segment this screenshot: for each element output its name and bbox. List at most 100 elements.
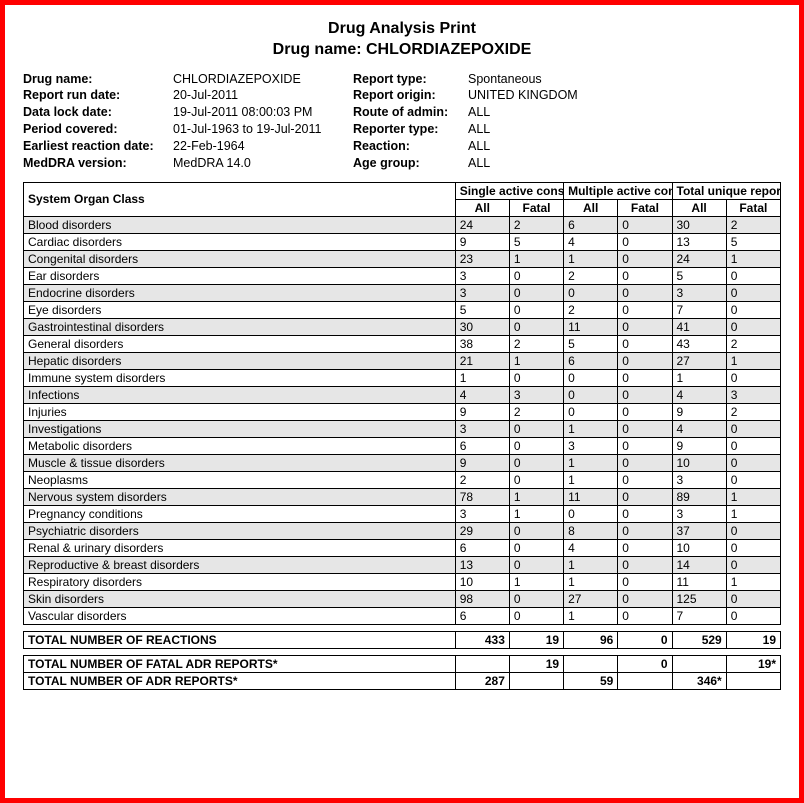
soc-name: Eye disorders <box>24 301 456 318</box>
soc-value-4: 7 <box>672 607 726 624</box>
soc-value-0: 98 <box>455 590 509 607</box>
soc-value-1: 0 <box>509 471 563 488</box>
table-row: Respiratory disorders10110111 <box>24 573 781 590</box>
soc-value-5: 5 <box>726 233 780 250</box>
meta-left-label-3: Period covered: <box>23 121 173 138</box>
soc-value-5: 0 <box>726 437 780 454</box>
soc-value-0: 1 <box>455 369 509 386</box>
soc-name: Vascular disorders <box>24 607 456 624</box>
soc-value-0: 9 <box>455 454 509 471</box>
meta-right-label-4: Reaction: <box>353 138 468 155</box>
soc-value-2: 11 <box>564 488 618 505</box>
soc-value-4: 9 <box>672 403 726 420</box>
soc-value-3: 0 <box>618 437 672 454</box>
soc-name: Injuries <box>24 403 456 420</box>
soc-value-5: 0 <box>726 267 780 284</box>
soc-value-3: 0 <box>618 369 672 386</box>
meta-left-label-1: Report run date: <box>23 87 173 104</box>
totals-reactions-v3: 0 <box>618 631 672 648</box>
meta-left-value-5: MedDRA 14.0 <box>173 155 343 172</box>
totals-reactions-v1: 19 <box>509 631 563 648</box>
soc-value-2: 0 <box>564 386 618 403</box>
table-row: Investigations301040 <box>24 420 781 437</box>
soc-value-5: 0 <box>726 301 780 318</box>
soc-value-2: 8 <box>564 522 618 539</box>
soc-value-2: 2 <box>564 267 618 284</box>
table-row: Vascular disorders601070 <box>24 607 781 624</box>
soc-value-0: 2 <box>455 471 509 488</box>
totals-adr-label: TOTAL NUMBER OF ADR REPORTS* <box>24 672 456 689</box>
table-row: Nervous system disorders781110891 <box>24 488 781 505</box>
meta-left-value-4: 22-Feb-1964 <box>173 138 343 155</box>
soc-value-3: 0 <box>618 522 672 539</box>
soc-value-4: 89 <box>672 488 726 505</box>
soc-value-2: 1 <box>564 471 618 488</box>
soc-value-3: 0 <box>618 573 672 590</box>
soc-value-4: 9 <box>672 437 726 454</box>
soc-value-1: 1 <box>509 505 563 522</box>
soc-value-0: 29 <box>455 522 509 539</box>
soc-value-4: 43 <box>672 335 726 352</box>
soc-value-2: 1 <box>564 556 618 573</box>
soc-value-2: 1 <box>564 607 618 624</box>
soc-value-5: 0 <box>726 539 780 556</box>
header-single: Single active constituent <box>455 182 563 199</box>
meta-right-value-4: ALL <box>468 138 603 155</box>
meta-right-value-2: ALL <box>468 104 603 121</box>
header-total-all: All <box>672 199 726 216</box>
soc-value-1: 1 <box>509 573 563 590</box>
soc-name: Pregnancy conditions <box>24 505 456 522</box>
soc-value-0: 21 <box>455 352 509 369</box>
meta-right-label-2: Route of admin: <box>353 104 468 121</box>
totals-fatal-label: TOTAL NUMBER OF FATAL ADR REPORTS* <box>24 655 456 672</box>
soc-value-3: 0 <box>618 301 672 318</box>
title-drug-name: CHLORDIAZEPOXIDE <box>366 41 531 58</box>
totals-adr-v3 <box>618 672 672 689</box>
totals-fatal-v0 <box>455 655 509 672</box>
totals-reactions-v4: 529 <box>672 631 726 648</box>
soc-value-4: 14 <box>672 556 726 573</box>
table-row: Immune system disorders100010 <box>24 369 781 386</box>
soc-value-5: 2 <box>726 403 780 420</box>
soc-value-1: 0 <box>509 318 563 335</box>
totals-adr-v0: 287 <box>455 672 509 689</box>
totals-fatal-row: TOTAL NUMBER OF FATAL ADR REPORTS* 19 0 … <box>24 655 781 672</box>
meta-right-value-5: ALL <box>468 155 603 172</box>
soc-value-0: 6 <box>455 437 509 454</box>
soc-value-3: 0 <box>618 233 672 250</box>
soc-value-0: 23 <box>455 250 509 267</box>
soc-value-0: 3 <box>455 420 509 437</box>
soc-value-4: 125 <box>672 590 726 607</box>
soc-value-1: 2 <box>509 335 563 352</box>
totals-reactions-row: TOTAL NUMBER OF REACTIONS 433 19 96 0 52… <box>24 631 781 648</box>
soc-name: Renal & urinary disorders <box>24 539 456 556</box>
table-body: Blood disorders24260302Cardiac disorders… <box>24 216 781 624</box>
soc-value-4: 7 <box>672 301 726 318</box>
soc-value-4: 27 <box>672 352 726 369</box>
soc-value-5: 1 <box>726 488 780 505</box>
header-multiple: Multiple active constituent <box>564 182 672 199</box>
soc-value-5: 2 <box>726 216 780 233</box>
soc-value-3: 0 <box>618 216 672 233</box>
soc-value-1: 0 <box>509 607 563 624</box>
meta-right-label-0: Report type: <box>353 71 468 88</box>
meta-right-value-0: Spontaneous <box>468 71 603 88</box>
soc-value-2: 1 <box>564 573 618 590</box>
soc-value-4: 30 <box>672 216 726 233</box>
totals-adr-v4: 346* <box>672 672 726 689</box>
soc-name: Neoplasms <box>24 471 456 488</box>
soc-value-3: 0 <box>618 488 672 505</box>
soc-value-1: 2 <box>509 216 563 233</box>
soc-value-3: 0 <box>618 352 672 369</box>
table-row: Gastrointestinal disorders300110410 <box>24 318 781 335</box>
soc-value-0: 3 <box>455 284 509 301</box>
soc-value-1: 0 <box>509 556 563 573</box>
soc-value-3: 0 <box>618 590 672 607</box>
soc-name: Gastrointestinal disorders <box>24 318 456 335</box>
soc-value-5: 3 <box>726 386 780 403</box>
table-row: Infections430043 <box>24 386 781 403</box>
table-row: Pregnancy conditions310031 <box>24 505 781 522</box>
soc-value-3: 0 <box>618 250 672 267</box>
totals-adr-v2: 59 <box>564 672 618 689</box>
title-prefix: Drug name: <box>273 41 366 58</box>
